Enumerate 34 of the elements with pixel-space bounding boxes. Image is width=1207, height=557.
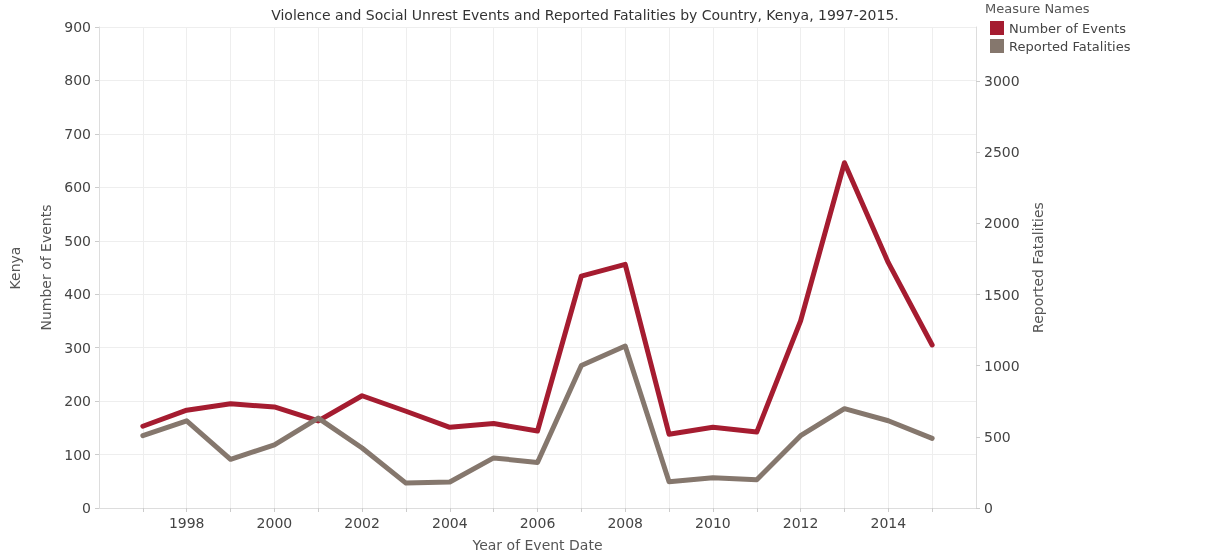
- x-tick-label: 2010: [695, 515, 731, 531]
- y2-tick-label: 3000: [984, 73, 1020, 90]
- legend-title: Measure Names: [985, 1, 1090, 16]
- legend-label: Reported Fatalities: [1009, 38, 1131, 54]
- x-tick-label: 2006: [519, 515, 556, 531]
- y-tick-label: 500: [64, 232, 91, 249]
- x-tick-label: 2012: [782, 515, 819, 531]
- text: Kenya: [7, 246, 23, 290]
- x-tick-label: 2004: [431, 515, 468, 531]
- x-axis-title: Year of Event Date: [471, 537, 603, 553]
- y-tick-label: 0: [82, 500, 91, 516]
- y2-axis-title: Reported Fatalities: [1029, 202, 1046, 333]
- y2-tick-label: 2500: [984, 144, 1020, 161]
- y2-tick-label: 1500: [984, 286, 1020, 303]
- y2-tick-label: 500: [984, 428, 1011, 445]
- x-tick-label: 2000: [256, 515, 293, 531]
- y-tick-label: 600: [64, 179, 91, 196]
- x-tick-label: 2014: [870, 515, 907, 531]
- y-tick-label: 900: [64, 19, 91, 35]
- y-tick-label: 800: [64, 72, 91, 89]
- y-tick-label: 700: [64, 125, 91, 142]
- y-tick-label: 400: [64, 286, 91, 303]
- x-tick-label: 2002: [344, 515, 380, 531]
- x-tick-label: 1998: [168, 515, 205, 531]
- y-tick-label: 200: [64, 393, 91, 410]
- y-tick-label: 300: [64, 339, 91, 356]
- chart-title: Violence and Social Unrest Events and Reported Fatalities by Country, Kenya, 1997-2015.: [271, 7, 899, 23]
- y2-tick-label: 1000: [984, 357, 1020, 374]
- y-axis-title: Number of Events: [38, 204, 55, 331]
- legend-label: Number of Events: [1009, 20, 1127, 36]
- y-tick-label: 100: [64, 446, 91, 463]
- y2-tick-label: 0: [984, 500, 993, 516]
- x-tick-label: 2008: [607, 515, 644, 531]
- y2-tick-label: 2000: [984, 215, 1020, 232]
